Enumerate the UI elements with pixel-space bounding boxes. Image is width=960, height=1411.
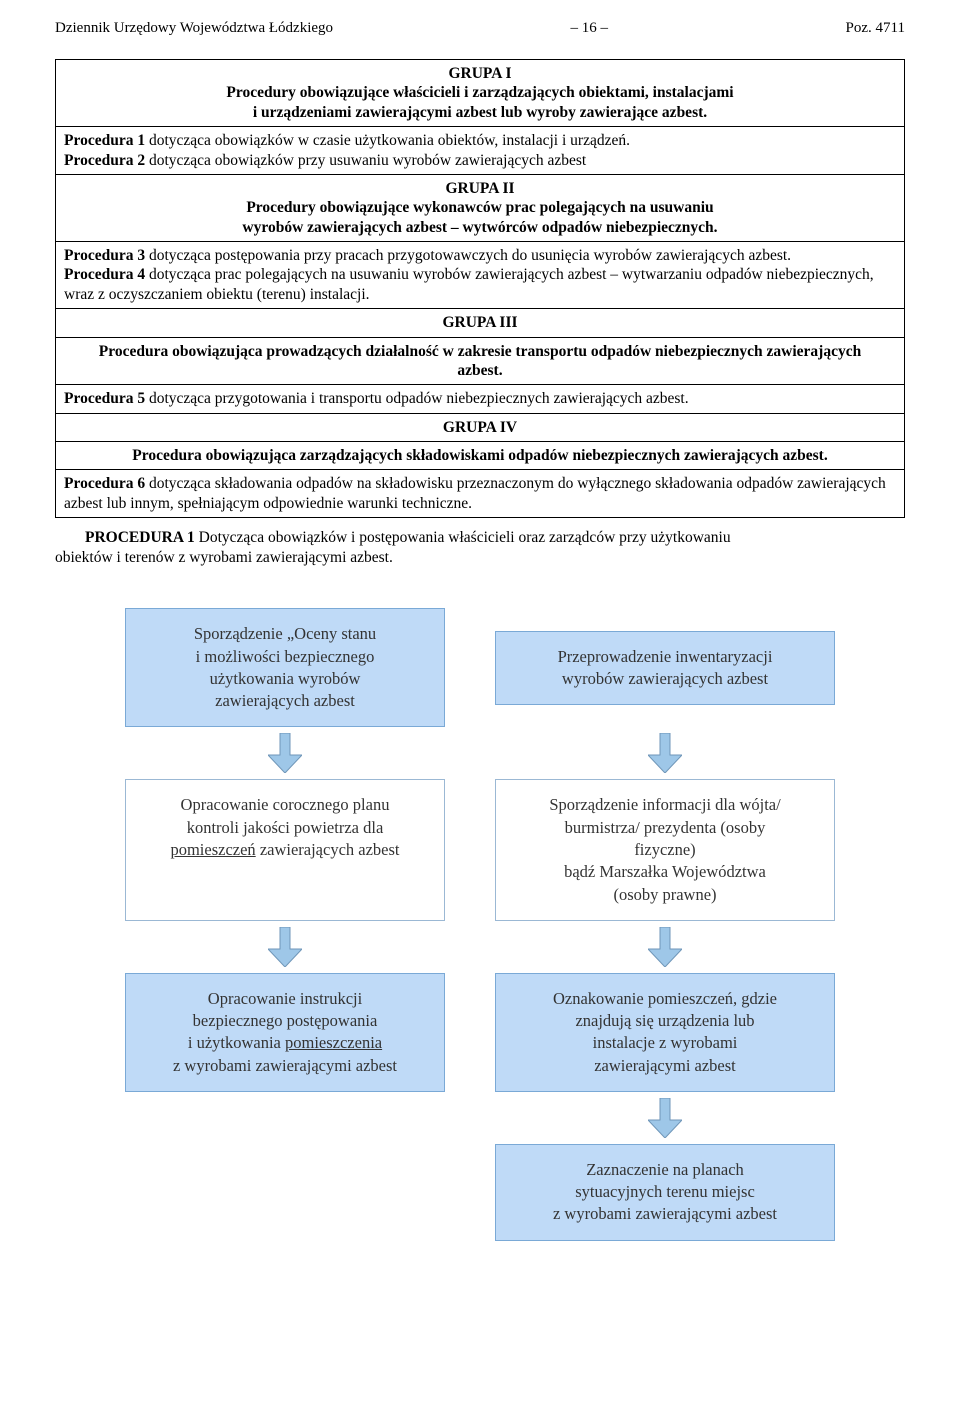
flow-text: Opracowanie instrukcji [136, 988, 434, 1010]
grupa3-title: GRUPA III [56, 309, 905, 337]
flow-text: fizyczne) [506, 839, 824, 861]
flow-text: bezpiecznego postępowania [136, 1010, 434, 1032]
flow-text: znajdują się urządzenia lub [506, 1010, 824, 1032]
flow-text: sytuacyjnych terenu miejsc [506, 1181, 824, 1203]
header-center: – 16 – [571, 20, 609, 37]
flow-box-instrukcja: Opracowanie instrukcji bezpiecznego post… [125, 973, 445, 1092]
grupa3-sub-line2: azbest. [64, 361, 896, 380]
flow-text: Zaznaczenie na planach [506, 1159, 824, 1181]
flow-text: instalacje z wyrobami [506, 1032, 824, 1054]
grupa2-title: GRUPA II [64, 179, 896, 198]
flow-text: kontroli jakości powietrza dla [136, 817, 434, 839]
flow-box-inwentaryzacja: Przeprowadzenie inwentaryzacji wyrobów z… [495, 631, 835, 706]
header-left: Dziennik Urzędowy Województwa Łódzkiego [55, 20, 333, 37]
flow-text: i możliwości bezpiecznego [136, 646, 434, 668]
arrow-down-icon [648, 927, 682, 967]
flow-text: pomieszczeń [170, 840, 255, 859]
flow-text: Przeprowadzenie inwentaryzacji [506, 646, 824, 668]
flow-box-oznakowanie: Oznakowanie pomieszczeń, gdzie znajdują … [495, 973, 835, 1092]
g2-proc4-text: dotycząca prac polegających na usuwaniu … [64, 266, 874, 302]
grupa4-sub: Procedura obowiązująca zarządzających sk… [56, 442, 905, 470]
flow-text: Oznakowanie pomieszczeń, gdzie [506, 988, 824, 1010]
procedura1-rest1: Dotycząca obowiązków i postępowania właś… [195, 529, 731, 546]
g4-proc6-text: dotycząca składowania odpadów na składow… [64, 475, 886, 511]
procedura1-lead: PROCEDURA 1 [85, 529, 195, 546]
flow-text: Opracowanie corocznego planu [136, 794, 434, 816]
g2-proc3-text: dotycząca postępowania przy pracach przy… [145, 247, 791, 264]
grupa1-title: GRUPA I [64, 64, 896, 83]
g1-proc2-text: dotycząca obowiązków przy usuwaniu wyrob… [145, 152, 586, 169]
flow-box-plany-sytuacyjne: Zaznaczenie na planach sytuacyjnych tere… [495, 1144, 835, 1241]
g1-proc1-text: dotycząca obowiązków w czasie użytkowani… [145, 132, 630, 149]
flow-text: i użytkowania [188, 1033, 285, 1052]
flow-text: Sporządzenie informacji dla wójta/ [506, 794, 824, 816]
grupa1-sub-line1: Procedury obowiązujące właścicieli i zar… [64, 83, 896, 102]
procedura1-rest2: obiektów i terenów z wyrobami zawierając… [55, 549, 393, 566]
flow-text: zawierającymi azbest [506, 1055, 824, 1077]
grupa3-sub-line1: Procedura obowiązująca prowadzących dzia… [64, 342, 896, 361]
flow-text: burmistrza/ prezydenta (osoby [506, 817, 824, 839]
grupa1-sub-line2: i urządzeniami zawierającymi azbest lub … [64, 103, 896, 122]
flow-text: z wyrobami zawierającymi azbest [136, 1055, 434, 1077]
g3-proc5-text: dotycząca przygotowania i transportu odp… [145, 390, 689, 407]
arrow-down-icon [648, 1098, 682, 1138]
arrow-down-icon [268, 927, 302, 967]
flow-text: z wyrobami zawierającymi azbest [506, 1203, 824, 1225]
flowchart: Sporządzenie „Oceny stanu i możliwości b… [55, 608, 905, 1240]
grupa2-sub-line1: Procedury obowiązujące wykonawców prac p… [64, 198, 896, 217]
flow-text: zawierających azbest [256, 840, 400, 859]
grupa2-sub-line2: wyrobów zawierających azbest – wytwórców… [64, 218, 896, 237]
grupa4-title: GRUPA IV [56, 413, 905, 441]
flow-box-ocena-stanu: Sporządzenie „Oceny stanu i możliwości b… [125, 608, 445, 727]
flow-text: wyrobów zawierających azbest [506, 668, 824, 690]
flow-text: bądź Marszałka Województwa [506, 861, 824, 883]
flow-box-plan-kontroli: Opracowanie corocznego planu kontroli ja… [125, 779, 445, 920]
page-header: Dziennik Urzędowy Województwa Łódzkiego … [55, 20, 905, 37]
procedura1-paragraph: PROCEDURA 1 Dotycząca obowiązków i postę… [55, 528, 905, 568]
flow-box-informacja-wojt: Sporządzenie informacji dla wójta/ burmi… [495, 779, 835, 920]
flow-text: Sporządzenie „Oceny stanu [136, 623, 434, 645]
header-right: Poz. 4711 [846, 20, 905, 37]
arrow-down-icon [648, 733, 682, 773]
arrow-down-icon [268, 733, 302, 773]
procedures-table: GRUPA I Procedury obowiązujące właścicie… [55, 59, 905, 518]
flow-text: użytkowania wyrobów [136, 668, 434, 690]
flow-text: zawierających azbest [136, 690, 434, 712]
flow-text: (osoby prawne) [506, 884, 824, 906]
flow-text: pomieszczenia [285, 1033, 382, 1052]
